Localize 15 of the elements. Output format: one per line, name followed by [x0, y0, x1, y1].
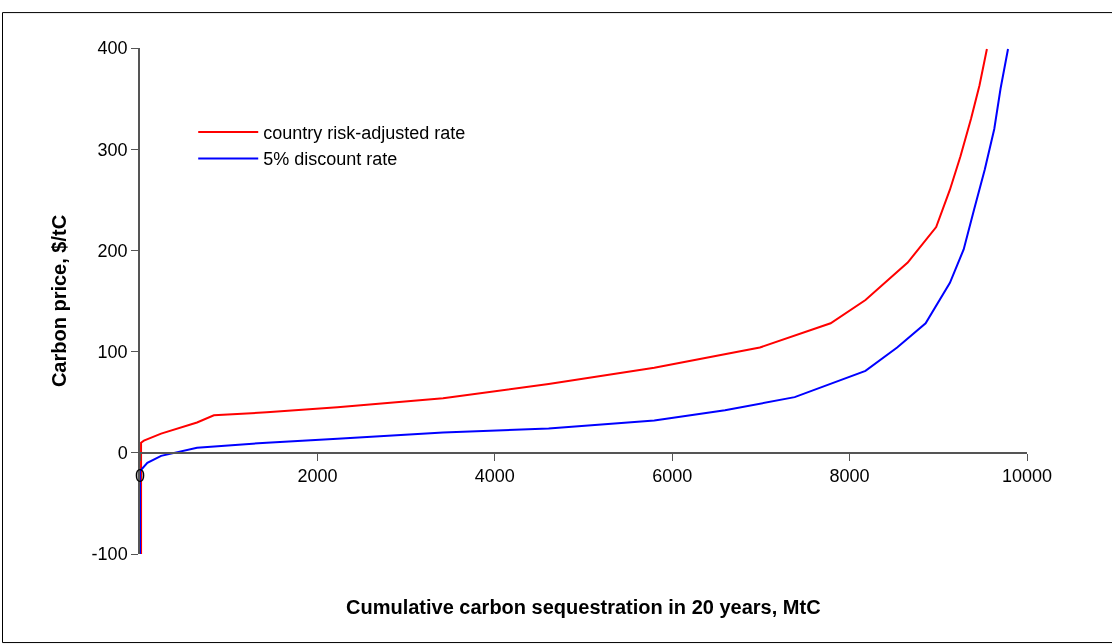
y-tick-label: -100	[91, 544, 128, 565]
legend-label: 5% discount rate	[263, 149, 398, 170]
x-tick-label: 10000	[1001, 466, 1053, 487]
x-tick-label: 4000	[474, 466, 515, 487]
y-tick-label: 100	[97, 341, 128, 362]
y-tick-label: 200	[97, 240, 128, 261]
y-tick-label: 300	[97, 139, 128, 160]
legend-label: country risk-adjusted rate	[263, 123, 466, 143]
x-tick-label: 2000	[297, 466, 338, 487]
x-tick-label: 8000	[829, 466, 870, 487]
x-axis-title: Cumulative carbon sequestration in 20 years, MtC	[346, 596, 821, 618]
x-tick-label: 6000	[652, 466, 693, 487]
y-axis-title: Carbon price, $/tC	[47, 214, 70, 388]
y-tick-label: 0	[117, 443, 128, 464]
y-tick-label: 400	[97, 38, 128, 59]
